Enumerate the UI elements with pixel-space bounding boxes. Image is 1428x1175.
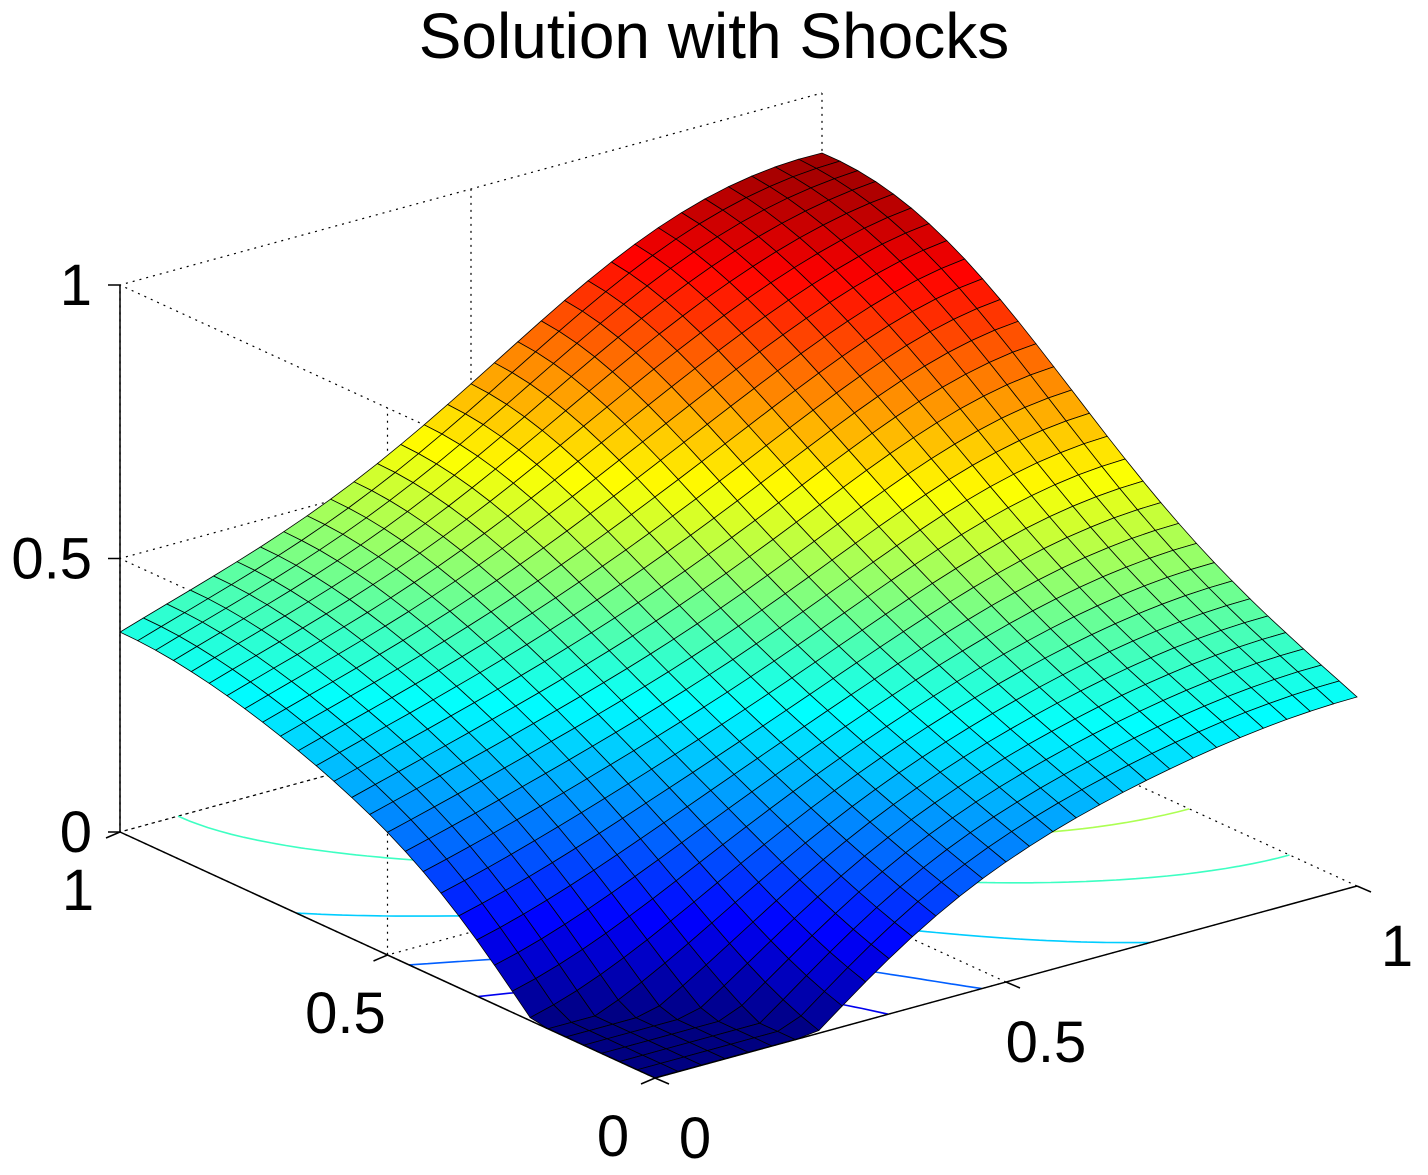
z-tick-label: 0.5	[11, 527, 92, 592]
x-tick-mark	[654, 1077, 670, 1085]
chart-title: Solution with Shocks	[418, 0, 1010, 72]
y-tick-label: 0.5	[305, 981, 386, 1046]
z-tick-label: 0	[60, 800, 92, 865]
y-tick-mark	[105, 831, 121, 839]
x-tick-label: 1	[1381, 914, 1413, 979]
surface-mesh	[119, 152, 1358, 1079]
x-tick-label: 0.5	[1006, 1010, 1087, 1075]
y-tick-mark	[640, 1077, 656, 1085]
x-tick-mark	[1005, 981, 1021, 989]
y-tick-label: 1	[62, 858, 94, 923]
x-tick-label: 0	[679, 1106, 711, 1170]
x-tick-mark	[1356, 885, 1372, 893]
y-tick-label: 0	[597, 1104, 629, 1169]
z-tick-label: 1	[60, 253, 92, 318]
y-tick-mark	[373, 954, 388, 962]
